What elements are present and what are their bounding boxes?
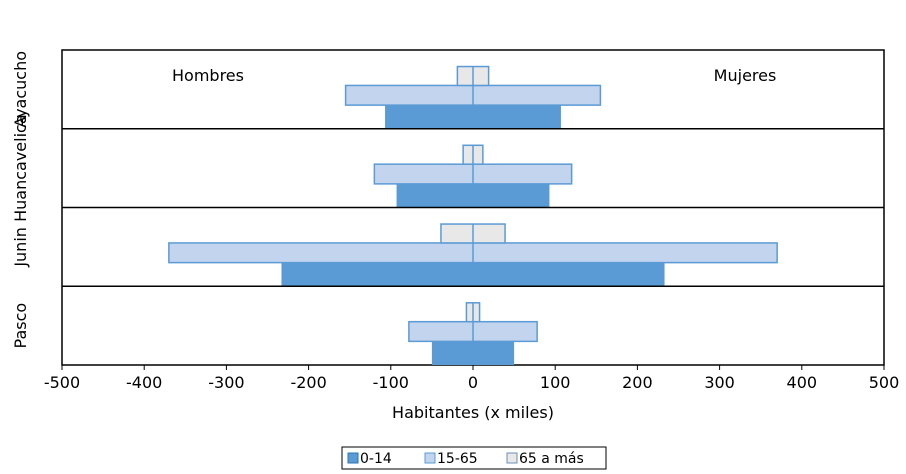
bars-layer (168, 65, 778, 365)
legend-swatch-65-a-mas (506, 452, 518, 464)
x-tick-label: -500 (44, 373, 80, 392)
legend-frame (341, 446, 607, 470)
x-tick-label: -100 (373, 373, 409, 392)
x-tick-label: 300 (704, 373, 735, 392)
x-tick-label: 200 (622, 373, 653, 392)
x-tick-label: 100 (540, 373, 571, 392)
category-label-ayacucho: Ayacucho (11, 51, 30, 128)
legend-label-65-a-mas: 65 a más (519, 451, 584, 467)
x-axis: -500 -400 -300 -200 -100 0 100 200 300 400 500 (44, 365, 899, 392)
legend: 0-14 15-65 65 a más (341, 446, 607, 470)
legend-swatch-0-14 (347, 452, 359, 464)
legend-label-15-65: 15-65 (437, 451, 478, 467)
x-tick-label: 400 (787, 373, 818, 392)
x-tick-label: -300 (208, 373, 244, 392)
x-axis-title: Habitantes (x miles) (392, 403, 554, 422)
panel-dividers (62, 128, 884, 287)
annotation-mujeres: Mujeres (714, 66, 777, 85)
annotation-hombres: Hombres (172, 66, 244, 85)
category-label-pasco: Pasco (11, 303, 30, 349)
x-tick-label: 500 (869, 373, 900, 392)
category-label-huancavelica: Huancavelica (11, 114, 30, 222)
legend-swatch-15-65 (424, 452, 436, 464)
legend-label-0-14: 0-14 (360, 451, 392, 467)
x-tick-label: -400 (126, 373, 162, 392)
x-tick-label: 0 (468, 373, 478, 392)
x-tick-label: -200 (290, 373, 326, 392)
category-label-junin: Junin (11, 227, 30, 268)
